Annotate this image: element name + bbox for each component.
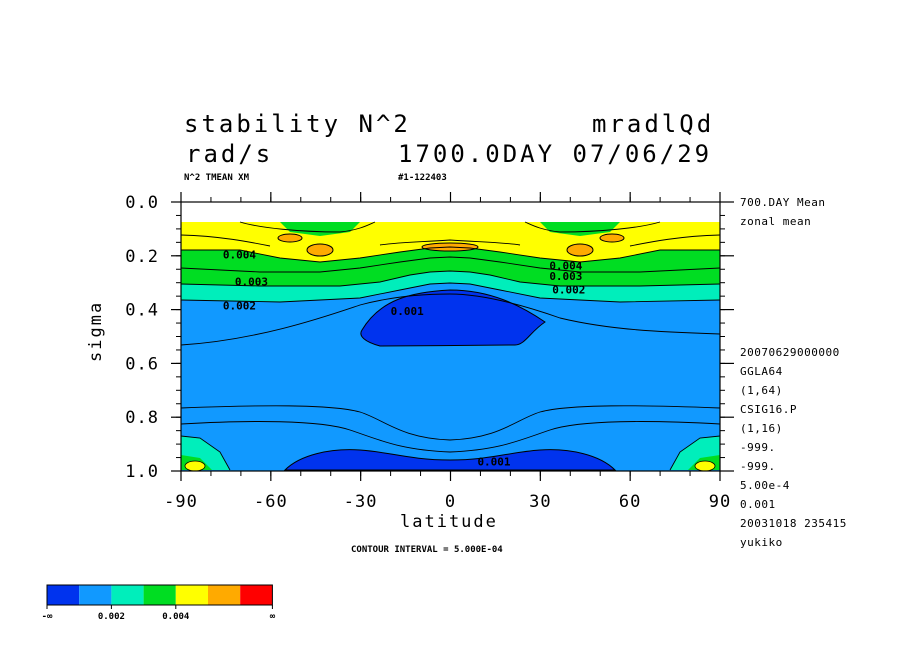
info-line: 0.001 [740, 498, 776, 511]
variable-name: N^2 TMEAN XM [184, 173, 250, 183]
contour-label: 0.002 [552, 283, 585, 296]
minor-ticks [176, 197, 725, 476]
y-tick-label: 0.8 [125, 408, 159, 428]
contour-label: 0.001 [477, 456, 510, 469]
contour-interval-label: CONTOUR INTERVAL = 5.000E-04 [351, 545, 503, 555]
info-line: 20070629000000 [740, 346, 840, 359]
info-line: 700.DAY Mean [740, 196, 826, 209]
contour-label: 0.003 [235, 275, 268, 288]
x-tick-label: -30 [344, 492, 378, 512]
info-line: (1,64) [740, 384, 783, 397]
info-line: 5.00e-4 [740, 479, 790, 492]
x-tick-label: 0 [445, 492, 456, 512]
x-tick-label: 90 [709, 492, 731, 512]
y-tick-label: 0.4 [125, 301, 159, 321]
contour-fill-layer [181, 202, 720, 471]
info-line: zonal mean [740, 215, 812, 228]
info-line: CSIG16.P [740, 403, 797, 416]
units-label: rad/s [186, 140, 274, 168]
y-tick-label: 0.0 [125, 193, 159, 213]
y-tick-label: 0.2 [125, 247, 159, 267]
y-tick-label: 0.6 [125, 354, 159, 374]
x-tick-label: 30 [529, 492, 551, 512]
y-tick-label: 1.0 [125, 462, 159, 482]
x-axis-label: latitude [400, 512, 498, 532]
contour-label: 0.002 [223, 300, 256, 313]
x-tick-label: -90 [164, 492, 198, 512]
time-label: 1700.0DAY 07/06/29 [398, 140, 713, 168]
y-axis-label: sigma [86, 300, 106, 362]
info-line: -999. [740, 441, 776, 454]
contour-label: 0.001 [391, 305, 424, 318]
contour-label: 0.004 [223, 248, 256, 261]
contour-lines [181, 221, 720, 471]
contour-label: 0.003 [549, 270, 582, 283]
info-line: (1,16) [740, 422, 783, 435]
axes: -90 -60 -30 0 30 60 90 0.0 0.2 0.4 0.6 0.8 1.0 [125, 192, 734, 512]
info-line: -999. [740, 460, 776, 473]
x-tick-label: 60 [619, 492, 641, 512]
experiment-name: mradlQd [592, 110, 715, 138]
info-line: yukiko [740, 536, 783, 549]
contour-label: 0.004 [549, 259, 582, 272]
x-tick-label: -60 [254, 492, 288, 512]
info-line: GGLA64 [740, 365, 783, 378]
run-id: #1-122403 [398, 173, 447, 183]
plot-title: stability N^2 [184, 110, 411, 138]
info-line: 20031018 235415 [740, 517, 847, 530]
